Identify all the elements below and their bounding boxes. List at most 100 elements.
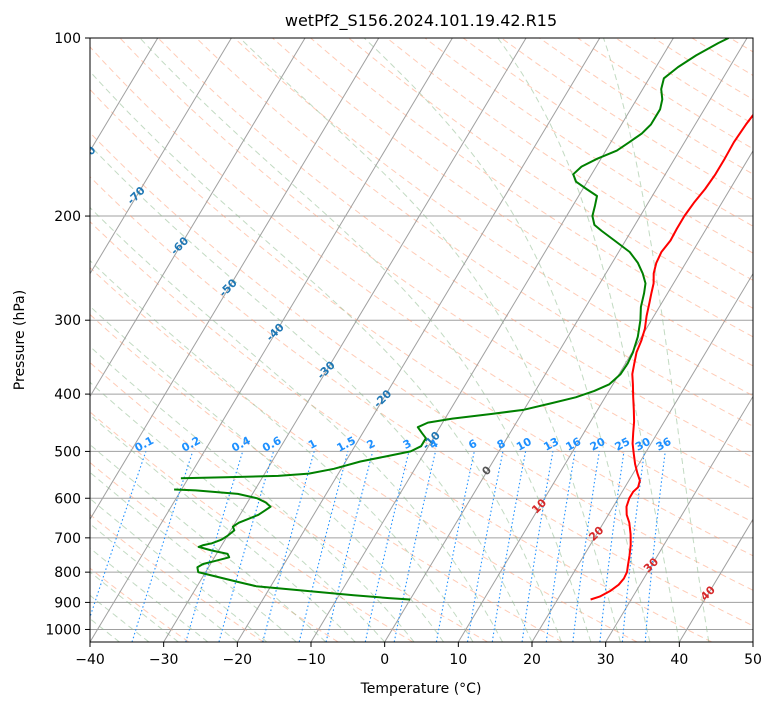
temperature-profile: [590, 113, 753, 601]
isotherm-line: [605, 395, 753, 642]
isotherm-label: 0: [479, 463, 494, 478]
isotherm-line: [678, 518, 753, 642]
x-axis-ticks: −40 −30 −20 −10 0 10 20 30 40 50: [75, 642, 762, 668]
plot-frame: [89, 37, 754, 643]
dry-adiabat: [90, 361, 488, 642]
dry-adiabat: [386, 38, 753, 281]
isotherm-line: [90, 38, 380, 521]
dry-adiabat: [90, 176, 753, 627]
x-tick-label: 20: [523, 652, 541, 668]
moist-adiabat: [90, 144, 533, 642]
mixing-ratio-line: [545, 451, 576, 642]
y-tick-label: 1000: [45, 622, 81, 638]
isotherm-label: -70: [125, 184, 148, 207]
mixing-ratio-line: [298, 451, 349, 642]
moist-adiabat: [239, 38, 621, 642]
y-tick-label: 900: [54, 595, 81, 611]
dry-adiabat: [119, 38, 753, 490]
dry-adiabat: [653, 38, 753, 101]
y-tick-label: 200: [54, 209, 81, 225]
mixing-ratio-line: [218, 451, 275, 642]
mixing-ratio-label: 3: [401, 437, 414, 452]
mixing-ratio-label: 16: [564, 435, 584, 454]
isotherm-label: -50: [217, 276, 240, 299]
mixing-ratio-label: 1: [306, 437, 319, 452]
moist-adiabat: [90, 471, 297, 642]
dry-adiabat: [424, 38, 753, 254]
moist-adiabat: [90, 414, 356, 642]
mixing-ratio-label: 13: [541, 435, 561, 454]
isotherm-label: -30: [315, 358, 338, 381]
grid-layer: [0, 38, 753, 642]
mixing-ratio-line: [393, 451, 437, 642]
isotherm-line: [163, 38, 527, 642]
x-tick-label: −40: [75, 652, 105, 668]
mixing-ratio-label: 10: [514, 435, 534, 454]
moist-adiabat: [90, 259, 474, 642]
isotherm-label: -60: [168, 234, 191, 257]
isotherm-line: [90, 38, 306, 398]
isotherm-line: [90, 38, 159, 152]
x-tick-label: 0: [380, 652, 389, 668]
isotherm-line: [384, 38, 748, 642]
mixing-ratio-label: 25: [613, 435, 633, 454]
x-tick-label: −10: [296, 652, 326, 668]
dry-adiabat: [90, 221, 712, 642]
mixing-ratio-line: [521, 451, 554, 642]
mixing-ratio-line: [599, 451, 625, 642]
moist-adiabat: [363, 38, 651, 642]
isotherm-label: -90: [34, 89, 57, 112]
mixing-ratio-line: [644, 451, 666, 642]
moist-adiabat: [90, 206, 503, 642]
dry-adiabat: [348, 38, 753, 309]
x-tick-label: 40: [670, 652, 688, 668]
mixing-ratio-label: 2: [365, 437, 378, 452]
series-layer: [174, 38, 753, 601]
mixing-ratio-line: [185, 451, 244, 642]
isotherm-line: [0, 38, 10, 642]
dewpoint-profile: [180, 38, 730, 480]
moist-adiabat: [90, 305, 444, 642]
moist-adiabat: [603, 38, 710, 642]
isotherm-label: -80: [75, 143, 98, 166]
mixing-ratio-label: 20: [588, 435, 608, 454]
mixing-ratio-line: [572, 451, 600, 642]
isotherm-label: 10: [529, 496, 549, 516]
isotherm-line: [752, 641, 753, 642]
mixing-ratio-label: 36: [654, 435, 674, 454]
dry-adiabat: [90, 461, 339, 642]
y-tick-label: 400: [54, 387, 81, 403]
moist-adiabat: [139, 38, 592, 642]
x-tick-label: 50: [744, 652, 762, 668]
moist-adiabat: [90, 497, 268, 642]
x-tick-label: −20: [223, 652, 253, 668]
dry-adiabat: [90, 567, 190, 642]
mixing-ratio-label: 6: [466, 437, 479, 452]
mixing-ratio-line: [325, 451, 374, 642]
mixing-ratio-label: 30: [633, 435, 653, 454]
mixing-ratio-line: [131, 451, 194, 642]
y-axis-ticks: 100 200 300 400 500 600 700 800 900 1000: [45, 31, 90, 638]
isotherm-label: -100: [0, 43, 13, 72]
dry-adiabat: [539, 38, 753, 175]
isotherm-line: [310, 38, 674, 642]
isotherm-line: [236, 38, 601, 642]
x-tick-label: 10: [449, 652, 467, 668]
mixing-ratio-line: [621, 451, 646, 642]
isotherm-line: [457, 149, 753, 642]
y-tick-label: 600: [54, 491, 81, 507]
dewpoint-profile: [174, 488, 411, 601]
isotherm-label: -40: [264, 321, 287, 344]
dry-adiabat: [195, 38, 753, 427]
moist-adiabat: [90, 523, 238, 642]
mixing-ratio-line: [262, 451, 315, 642]
y-axis-label: Pressure (hPa): [12, 290, 28, 390]
dry-adiabat: [90, 411, 414, 642]
x-tick-label: 30: [597, 652, 615, 668]
x-axis-label: Temperature (°C): [360, 681, 482, 697]
dry-adiabat: [90, 266, 638, 642]
moist-adiabat: [90, 381, 386, 642]
dry-adiabat: [90, 513, 264, 642]
chart-title: wetPf2_S156.2024.101.19.42.R15: [285, 11, 557, 31]
